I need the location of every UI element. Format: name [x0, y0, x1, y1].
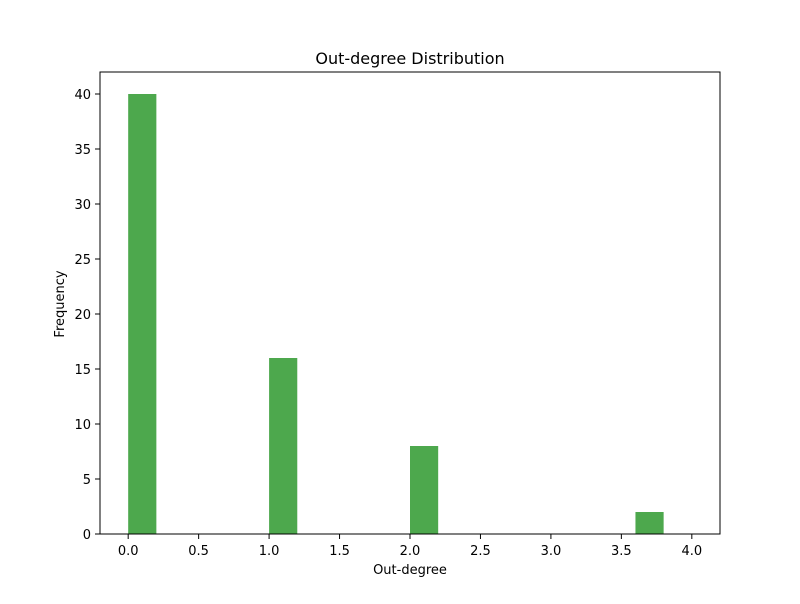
x-tick-label: 1.5 — [329, 544, 350, 559]
y-tick-label: 35 — [74, 143, 91, 158]
x-tick-label: 2.0 — [400, 544, 421, 559]
histogram-bar — [128, 94, 157, 534]
x-tick-label: 0.5 — [188, 544, 209, 559]
chart-title: Out-degree Distribution — [315, 49, 504, 68]
histogram-bar — [410, 446, 439, 534]
plot-frame — [99, 71, 721, 535]
x-tick-label: 1.0 — [259, 544, 280, 559]
y-ticks: 0 5 10 15 20 25 30 35 40 — [74, 88, 100, 543]
y-tick-label: 5 — [83, 473, 91, 488]
x-tick-label: 4.0 — [681, 544, 702, 559]
x-axis-label: Out-degree — [373, 563, 447, 578]
y-tick-label: 20 — [74, 308, 91, 323]
y-tick-label: 25 — [74, 253, 91, 268]
y-tick-label: 30 — [74, 198, 91, 213]
x-tick-label: 3.0 — [541, 544, 562, 559]
y-axis-label: Frequency — [53, 270, 68, 337]
x-tick-label: 2.5 — [470, 544, 491, 559]
x-ticks: 0.0 0.5 1.0 1.5 2.0 2.5 3.0 3.5 4.0 — [118, 534, 702, 559]
y-tick-label: 15 — [74, 363, 91, 378]
x-tick-label: 3.5 — [611, 544, 632, 559]
y-tick-label: 10 — [74, 418, 91, 433]
histogram-bar — [269, 358, 298, 534]
x-tick-label: 0.0 — [118, 544, 139, 559]
y-tick-label: 0 — [83, 528, 91, 543]
bars-layer — [128, 94, 664, 534]
histogram-bar — [635, 512, 664, 534]
y-tick-label: 40 — [74, 88, 91, 103]
